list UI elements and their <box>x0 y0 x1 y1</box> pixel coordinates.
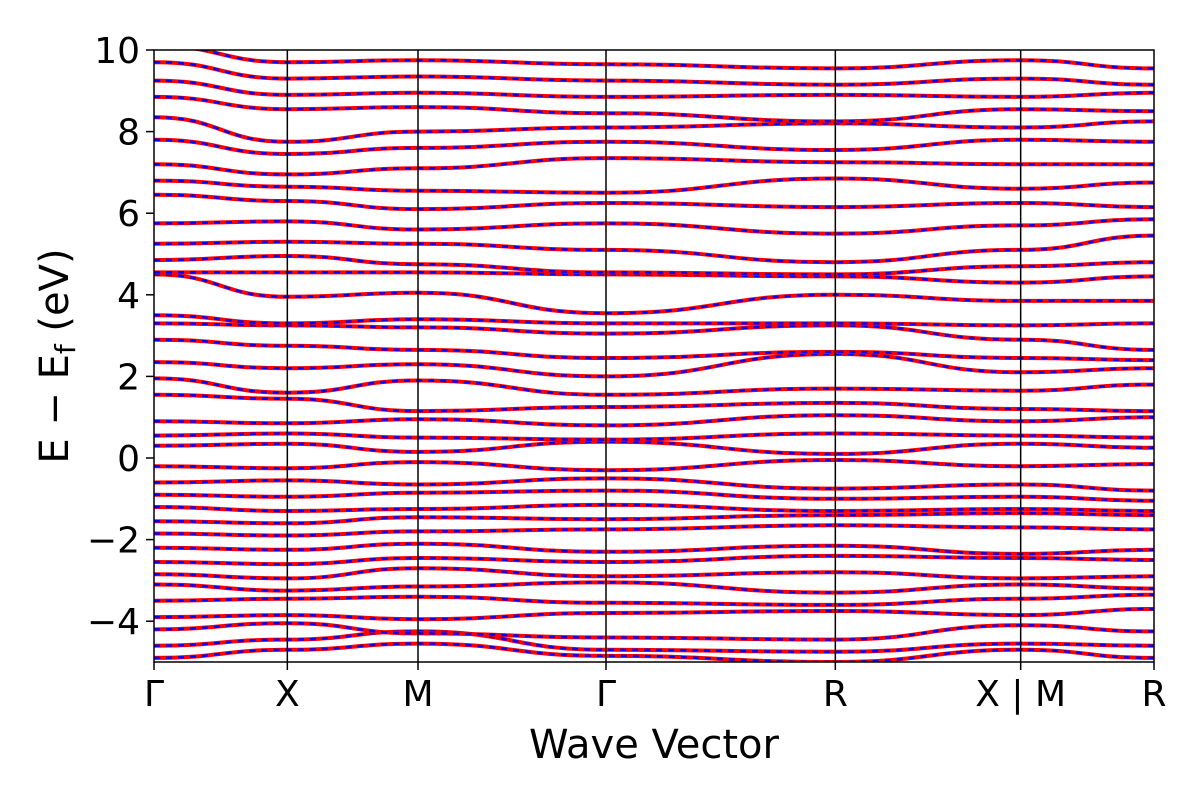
band-line-dashed <box>154 477 1154 492</box>
band-line-solid <box>154 392 1154 414</box>
band-line-dashed <box>154 581 1154 594</box>
y-tick-label: −4 <box>87 602 140 643</box>
x-tick-label: M <box>402 674 433 715</box>
band-line-dashed <box>154 177 1154 195</box>
plot-frame <box>153 49 1155 663</box>
band-line-solid <box>154 313 1154 328</box>
band-line-dashed <box>154 554 1154 566</box>
x-tick-label: Γ <box>144 674 164 715</box>
band-line-solid <box>154 376 1154 397</box>
band-line-dashed <box>154 489 1154 503</box>
band-line-dashed <box>154 432 1154 441</box>
band-line-solid <box>154 523 1154 538</box>
band-line-solid <box>154 439 1154 456</box>
band-line-dashed <box>154 273 1154 315</box>
band-line-dashed <box>154 642 1154 662</box>
band-line-dashed <box>154 503 1154 513</box>
x-tick-label: X | M <box>975 674 1066 715</box>
x-tick-label: R <box>823 674 848 715</box>
x-axis-label: Wave Vector <box>529 722 780 768</box>
y-axis-label-main: E − E <box>32 354 78 464</box>
band-line-dashed <box>154 322 1154 352</box>
band-line-solid <box>154 337 1154 363</box>
y-tick-label: 2 <box>117 357 140 398</box>
y-tick-label: 8 <box>117 113 140 154</box>
band-line-solid <box>154 176 1154 195</box>
bands-layer <box>154 50 1154 662</box>
band-line-solid <box>154 541 1154 556</box>
band-line-solid <box>154 272 1154 316</box>
band-line-dashed <box>154 193 1154 211</box>
y-axis-label-unit: (eV) <box>32 248 78 344</box>
band-line-solid <box>154 580 1154 595</box>
band-line-solid <box>154 621 1154 642</box>
band-line-dashed <box>154 218 1154 235</box>
x-tick-label: X <box>275 674 300 715</box>
band-line-dashed <box>154 413 1154 427</box>
y-axis-label-subscript: f <box>49 343 82 354</box>
band-line-dashed <box>154 593 1154 607</box>
band-line-dashed <box>154 511 1154 525</box>
x-tick-label: R <box>1141 674 1166 715</box>
kpoint-lines <box>286 50 1022 662</box>
band-line-solid <box>154 253 1154 277</box>
y-axis-label: E − Ef (eV) <box>32 248 82 463</box>
band-line-dashed <box>154 524 1154 537</box>
band-line-solid <box>154 156 1154 177</box>
y-tick-label: 6 <box>117 194 140 235</box>
y-tick-label: 4 <box>117 276 140 317</box>
y-tick-label: −2 <box>87 521 140 562</box>
x-axis: Γ X M Γ R X | M R <box>144 662 1167 715</box>
band-line-solid <box>154 457 1154 473</box>
band-line-solid <box>154 192 1154 212</box>
x-tick-label: Γ <box>596 674 616 715</box>
band-line-dashed <box>154 156 1154 176</box>
band-line-dashed <box>154 607 1154 621</box>
band-line-dashed <box>154 621 1154 641</box>
band-line-solid <box>154 78 1154 99</box>
y-axis: −4 −2 0 2 4 6 8 10 <box>87 31 154 643</box>
band-line-solid <box>154 566 1154 581</box>
y-tick-label: 0 <box>117 439 140 480</box>
band-line-solid <box>154 511 1154 526</box>
y-tick-label: 10 <box>94 31 140 72</box>
band-line-solid <box>154 94 1154 124</box>
band-line-dashed <box>154 352 1154 378</box>
band-line-solid <box>154 641 1154 662</box>
band-line-dashed <box>154 313 1154 327</box>
band-line-solid <box>154 629 1154 654</box>
band-line-dashed <box>154 393 1154 413</box>
